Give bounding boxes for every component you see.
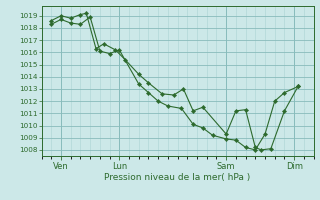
X-axis label: Pression niveau de la mer( hPa ): Pression niveau de la mer( hPa ) — [104, 173, 251, 182]
